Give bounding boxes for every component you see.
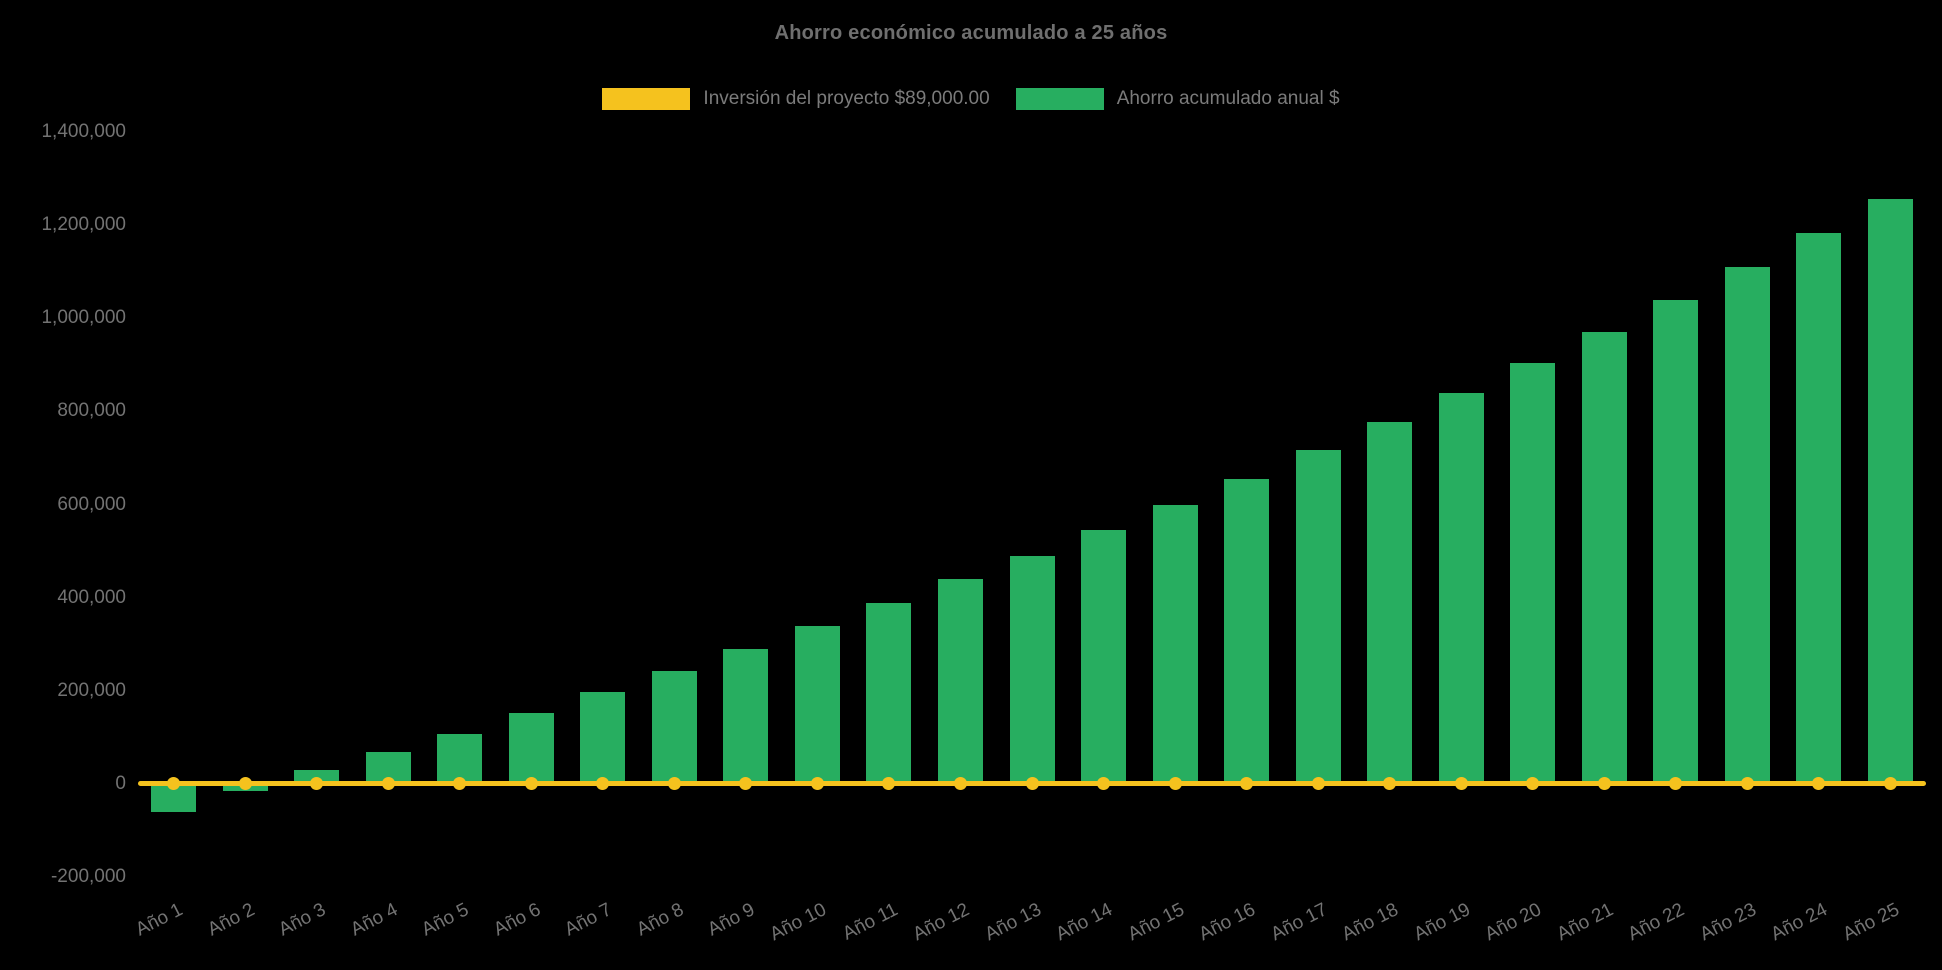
investment-point[interactable]	[1669, 777, 1683, 791]
y-axis-tick-label: 1,400,000	[41, 121, 126, 142]
legend-item-ahorro[interactable]: Ahorro acumulado anual $	[1015, 88, 1340, 110]
y-axis-tick-label: 400,000	[57, 586, 126, 608]
investment-point[interactable]	[453, 777, 467, 791]
chart-title: Ahorro económico acumulado a 25 años	[774, 22, 1168, 44]
bar-año-5[interactable]	[437, 733, 483, 784]
investment-point[interactable]	[1025, 777, 1039, 791]
investment-point[interactable]	[882, 777, 896, 791]
bar-año-22[interactable]	[1653, 300, 1699, 784]
bar-año-13[interactable]	[1009, 555, 1055, 784]
x-axis-tick-label: Año 5	[418, 899, 473, 941]
x-axis-tick-label: Año 11	[839, 899, 902, 945]
investment-point[interactable]	[1526, 777, 1540, 791]
investment-point[interactable]	[524, 777, 538, 791]
investment-point[interactable]	[596, 777, 610, 791]
x-axis-tick-label: Año 12	[909, 899, 974, 946]
legend-swatch-inversion	[602, 88, 691, 110]
x-axis-tick-label: Año 13	[981, 899, 1045, 946]
bar-año-10[interactable]	[794, 626, 840, 784]
investment-point[interactable]	[1168, 777, 1182, 791]
bar-año-3[interactable]	[294, 769, 340, 784]
bar-año-6[interactable]	[508, 713, 554, 784]
bar-año-14[interactable]	[1081, 529, 1127, 784]
investment-point[interactable]	[810, 777, 824, 791]
x-axis-tick-label: Año 17	[1267, 899, 1331, 946]
x-axis-tick-label: Año 1	[132, 899, 187, 941]
investment-point[interactable]	[381, 777, 395, 791]
investment-point[interactable]	[953, 777, 967, 791]
y-axis-tick-label: 200,000	[57, 679, 126, 701]
x-axis-tick-label: Año 25	[1839, 899, 1903, 946]
bar-año-23[interactable]	[1724, 266, 1770, 784]
legend: Inversión del proyecto $89,000.00 Ahorro …	[0, 88, 1942, 110]
x-axis-tick-label: Año 21	[1553, 899, 1617, 946]
y-axis-tick-label: 0	[115, 772, 126, 794]
x-axis-tick-label: Año 19	[1410, 899, 1474, 946]
x-axis-tick-label: Año 9	[704, 899, 759, 941]
legend-swatch-ahorro	[1015, 88, 1104, 110]
y-axis-tick-label: 1,000,000	[41, 307, 126, 329]
x-axis-tick-label: Año 23	[1696, 899, 1760, 946]
bar-año-20[interactable]	[1510, 363, 1556, 784]
investment-point[interactable]	[739, 777, 753, 791]
investment-point[interactable]	[1740, 777, 1754, 791]
bar-año-15[interactable]	[1152, 504, 1198, 784]
investment-point[interactable]	[167, 777, 181, 791]
legend-label-inversion: Inversión del proyecto $89,000.00	[703, 88, 990, 109]
bar-año-8[interactable]	[651, 671, 697, 784]
legend-label-ahorro: Ahorro acumulado anual $	[1116, 88, 1340, 109]
investment-point[interactable]	[238, 777, 252, 791]
y-axis-tick-label: 800,000	[57, 400, 126, 422]
investment-point[interactable]	[1097, 777, 1111, 791]
x-axis-tick-label: Año 20	[1481, 899, 1546, 946]
bar-año-12[interactable]	[937, 579, 983, 784]
x-axis-tick-label: Año 16	[1195, 899, 1260, 946]
bar-año-19[interactable]	[1438, 393, 1484, 784]
x-axis-tick-label: Año 24	[1768, 899, 1832, 946]
x-axis-tick-label: Año 14	[1052, 899, 1117, 946]
investment-point[interactable]	[1597, 777, 1611, 791]
investment-point[interactable]	[1454, 777, 1468, 791]
bar-año-7[interactable]	[580, 692, 626, 784]
bar-año-17[interactable]	[1295, 450, 1341, 784]
x-axis-tick-label: Año 15	[1124, 899, 1188, 946]
investment-point[interactable]	[1311, 777, 1325, 791]
y-axis-tick-label: 600,000	[57, 493, 126, 515]
x-axis-tick-label: Año 18	[1338, 899, 1403, 946]
bar-año-9[interactable]	[723, 648, 769, 784]
bar-año-16[interactable]	[1224, 478, 1270, 784]
investment-point[interactable]	[1812, 777, 1826, 791]
y-axis-tick-label: 1,200,000	[41, 214, 126, 236]
bar-año-25[interactable]	[1867, 198, 1913, 784]
bar-año-11[interactable]	[866, 602, 912, 784]
x-axis-tick-label: Año 10	[766, 899, 830, 946]
investment-point[interactable]	[1383, 777, 1397, 791]
investment-point[interactable]	[1240, 777, 1254, 791]
legend-item-inversion[interactable]: Inversión del proyecto $89,000.00	[602, 88, 990, 110]
x-axis-tick-label: Año 7	[561, 899, 616, 941]
investment-point[interactable]	[310, 777, 324, 791]
x-axis-tick-label: Año 6	[490, 899, 544, 941]
investment-point[interactable]	[1883, 777, 1897, 791]
x-axis-tick-label: Año 8	[633, 899, 687, 941]
x-axis-tick-label: Año 3	[275, 899, 330, 941]
x-axis-tick-label: Año 22	[1625, 899, 1689, 946]
investment-point[interactable]	[667, 777, 681, 791]
y-axis-tick-label: -200,000	[50, 866, 126, 887]
bar-año-18[interactable]	[1367, 421, 1413, 784]
bar-año-21[interactable]	[1581, 332, 1627, 784]
bar-año-24[interactable]	[1796, 233, 1842, 784]
x-axis-tick-label: Año 4	[347, 899, 401, 941]
x-axis-tick-label: Año 2	[204, 899, 258, 941]
